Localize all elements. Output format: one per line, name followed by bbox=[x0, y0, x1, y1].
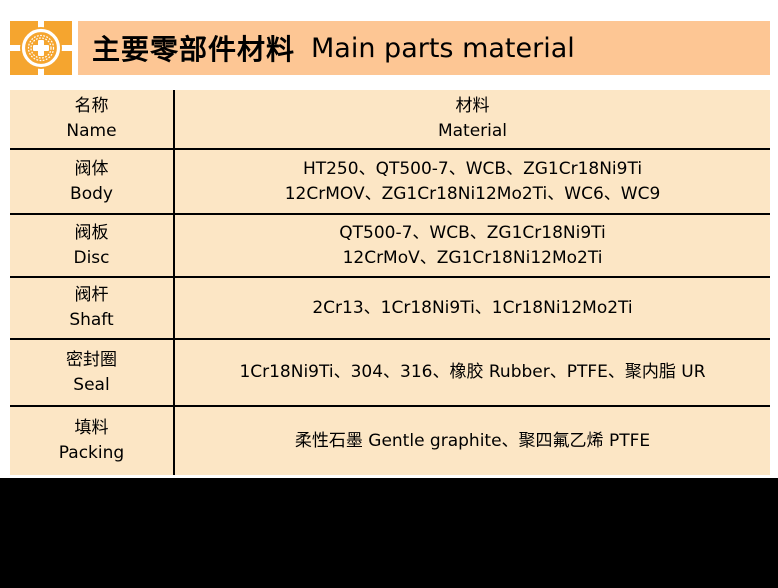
name-cell: 阀杆 Shaft bbox=[10, 278, 175, 338]
name-zh: 填料 bbox=[74, 418, 109, 439]
table-row-seal: 密封圈 Seal 1Cr18Ni9Ti、304、316、橡胶 Rubber、PT… bbox=[10, 340, 770, 407]
material-line: 柔性石墨 Gentle graphite、聚四氟乙烯 PTFE bbox=[294, 430, 651, 451]
material-cell: 1Cr18Ni9Ti、304、316、橡胶 Rubber、PTFE、聚内脂 UR bbox=[175, 340, 770, 405]
title-band: 主要零部件材料 Main parts material bbox=[78, 21, 770, 75]
brand-target-icon bbox=[10, 21, 72, 75]
name-en: Seal bbox=[73, 374, 110, 395]
material-cell: QT500-7、WCB、ZG1Cr18Ni9Ti 12CrMoV、ZG1Cr18… bbox=[175, 215, 770, 276]
name-en: Shaft bbox=[69, 310, 114, 330]
material-line: 12CrMOV、ZG1Cr18Ni12Mo2Ti、WC6、WC9 bbox=[284, 183, 661, 204]
material-line: QT500-7、WCB、ZG1Cr18Ni9Ti bbox=[339, 222, 606, 243]
name-en: Disc bbox=[73, 247, 110, 268]
material-line: 2Cr13、1Cr18Ni9Ti、1Cr18Ni12Mo2Ti bbox=[312, 297, 633, 318]
material-line: 1Cr18Ni9Ti、304、316、橡胶 Rubber、PTFE、聚内脂 UR bbox=[239, 362, 706, 383]
name-cell: 阀板 Disc bbox=[10, 215, 175, 276]
name-en: Packing bbox=[58, 443, 125, 463]
material-line: HT250、QT500-7、WCB、ZG1Cr18Ni9Ti bbox=[302, 158, 643, 179]
header-name-cell: 名称 Name bbox=[10, 90, 175, 148]
header-name-en: Name bbox=[66, 121, 117, 141]
name-cell: 填料 Packing bbox=[10, 407, 175, 475]
bottom-black-bar bbox=[0, 478, 778, 588]
name-en: Body bbox=[70, 183, 113, 204]
table-row-disc: 阀板 Disc QT500-7、WCB、ZG1Cr18Ni9Ti 12CrMoV… bbox=[10, 215, 770, 278]
material-cell: HT250、QT500-7、WCB、ZG1Cr18Ni9Ti 12CrMOV、Z… bbox=[175, 150, 770, 213]
table-row-packing: 填料 Packing 柔性石墨 Gentle graphite、聚四氟乙烯 PT… bbox=[10, 407, 770, 475]
header-material-en: Material bbox=[437, 121, 508, 141]
material-cell: 柔性石墨 Gentle graphite、聚四氟乙烯 PTFE bbox=[175, 407, 770, 475]
slide-header: 主要零部件材料 Main parts material bbox=[10, 21, 770, 75]
name-cell: 阀体 Body bbox=[10, 150, 175, 213]
material-cell: 2Cr13、1Cr18Ni9Ti、1Cr18Ni12Mo2Ti bbox=[175, 278, 770, 338]
materials-table: 名称 Name 材料 Material 阀体 Body HT250、QT500-… bbox=[10, 90, 770, 475]
table-row-body: 阀体 Body HT250、QT500-7、WCB、ZG1Cr18Ni9Ti 1… bbox=[10, 150, 770, 215]
name-zh: 阀板 bbox=[74, 222, 109, 243]
table-row-shaft: 阀杆 Shaft 2Cr13、1Cr18Ni9Ti、1Cr18Ni12Mo2Ti bbox=[10, 278, 770, 340]
table-header-row: 名称 Name 材料 Material bbox=[10, 90, 770, 150]
header-material-cell: 材料 Material bbox=[175, 90, 770, 148]
name-zh: 阀体 bbox=[74, 158, 109, 179]
name-zh: 密封圈 bbox=[66, 349, 117, 370]
header-name-zh: 名称 bbox=[74, 96, 109, 117]
page-title-en: Main parts material bbox=[311, 32, 575, 64]
material-line: 12CrMoV、ZG1Cr18Ni12Mo2Ti bbox=[342, 247, 603, 268]
name-cell: 密封圈 Seal bbox=[10, 340, 175, 405]
name-zh: 阀杆 bbox=[74, 285, 109, 306]
page-title-zh: 主要零部件材料 bbox=[92, 33, 296, 66]
header-material-zh: 材料 bbox=[455, 96, 490, 117]
